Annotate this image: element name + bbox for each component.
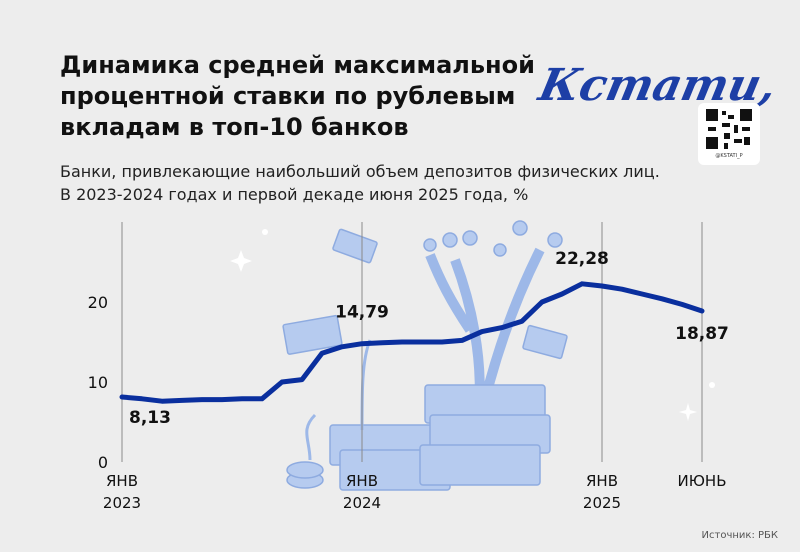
value-label: 22,28 bbox=[555, 249, 609, 269]
source: Источник: РБК bbox=[701, 530, 778, 541]
data-line bbox=[119, 281, 705, 404]
y-tick-label: 20 bbox=[88, 293, 108, 312]
y-tick-label: 10 bbox=[88, 373, 108, 392]
x-tick-label: ЯНВ 2025 bbox=[582, 472, 622, 512]
value-label: 8,13 bbox=[129, 408, 171, 428]
x-tick-label: ИЮНЬ bbox=[677, 472, 727, 490]
qr-code bbox=[698, 103, 760, 165]
chart-title: Динамика средней максимальной процентной… bbox=[60, 51, 535, 141]
y-tick-label: 0 bbox=[98, 453, 108, 472]
value-label: 18,87 bbox=[675, 324, 729, 344]
value-label: 14,79 bbox=[335, 303, 389, 323]
illustration bbox=[282, 220, 568, 491]
sparkles bbox=[230, 229, 715, 421]
chart-subtitle: Банки, привлекающие наибольший объем деп… bbox=[60, 162, 660, 204]
qr-pattern bbox=[706, 109, 752, 149]
x-tick-label: ЯНВ 2024 bbox=[342, 472, 382, 512]
qr-caption: @KSTATI_P bbox=[715, 153, 743, 159]
x-tick-label: ЯНВ 2023 bbox=[102, 472, 142, 512]
